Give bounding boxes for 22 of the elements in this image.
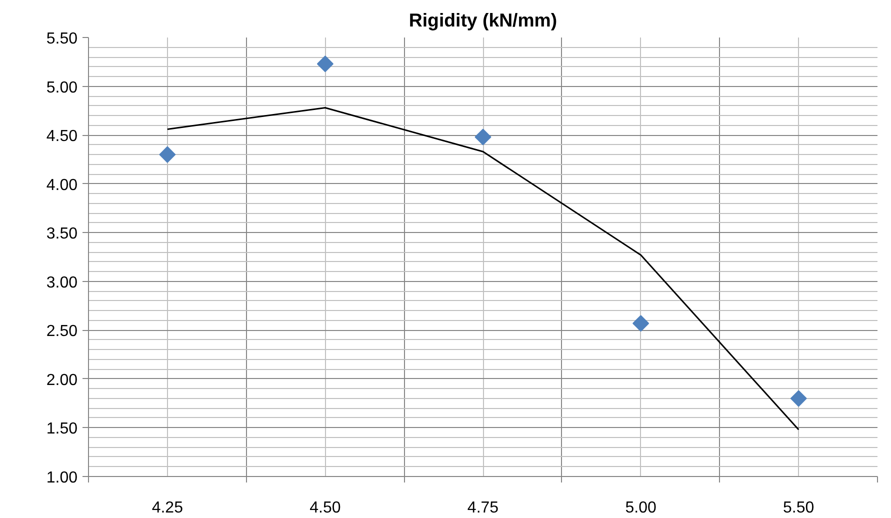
x-tick-label: 4.75	[467, 500, 499, 516]
y-tick-label: 2.50	[46, 323, 78, 340]
x-tick-label: 4.25	[152, 500, 184, 516]
point	[632, 315, 650, 332]
line-series	[166, 106, 800, 430]
y-tick-label: 2.00	[46, 372, 78, 389]
y-tick-label: 1.00	[46, 470, 78, 486]
y-tick-label: 1.50	[46, 420, 78, 438]
x-tick-label: 5.50	[783, 500, 814, 516]
x-tick-label: 4.50	[310, 500, 341, 516]
y-tick-label: 5.50	[46, 30, 78, 48]
y-tick-label: 3.50	[46, 226, 78, 243]
y-tick-label: 3.00	[46, 274, 78, 292]
chart-title: Rigidity (kN/mm)	[408, 10, 558, 30]
y-tick-label: 5.00	[46, 79, 78, 96]
point	[474, 128, 492, 146]
point	[316, 56, 334, 72]
point	[159, 146, 176, 163]
point	[790, 390, 807, 407]
y-tick-label: 4.00	[46, 176, 78, 194]
x-tick-label: 5.00	[625, 500, 656, 516]
y-tick-label: 4.50	[46, 128, 78, 146]
